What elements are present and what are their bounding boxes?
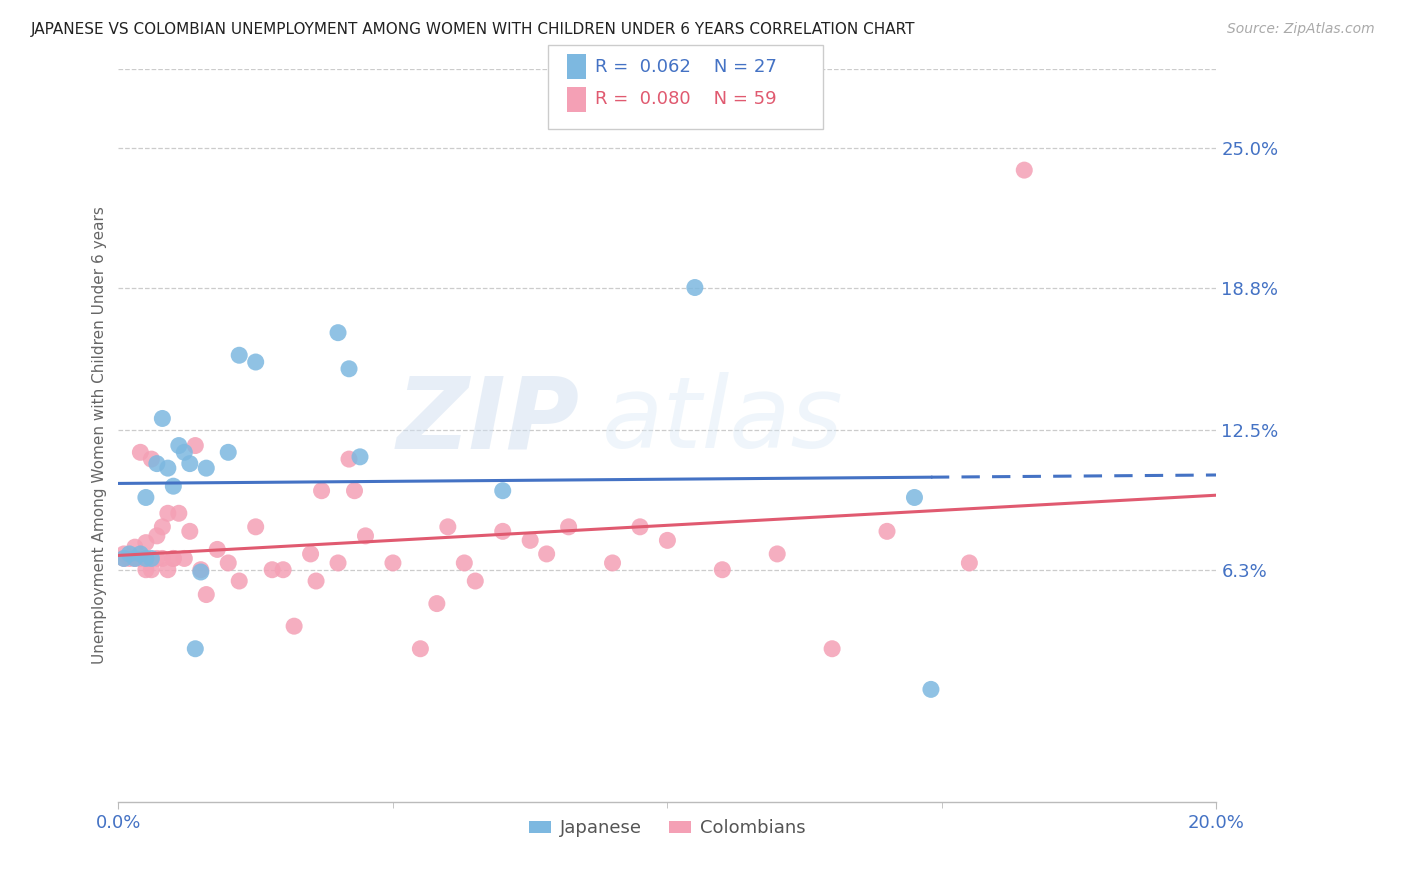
Point [135, 551, 157, 566]
Text: ZIP: ZIP [396, 372, 579, 469]
Point [141, 563, 163, 577]
Text: Source: ZipAtlas.com: Source: ZipAtlas.com [1227, 22, 1375, 37]
Point [162, 551, 184, 566]
Point [141, 452, 163, 467]
Point [337, 452, 360, 467]
Point [821, 641, 844, 656]
Point [156, 461, 179, 475]
Point [245, 355, 267, 369]
Point [326, 326, 349, 340]
Point [271, 563, 294, 577]
Point [245, 520, 267, 534]
Point [519, 533, 541, 548]
Text: JAPANESE VS COLOMBIAN UNEMPLOYMENT AMONG WOMEN WITH CHILDREN UNDER 6 YEARS CORRE: JAPANESE VS COLOMBIAN UNEMPLOYMENT AMONG… [31, 22, 915, 37]
Point [124, 551, 146, 566]
Point [381, 556, 404, 570]
Point [464, 574, 486, 588]
Point [179, 524, 201, 539]
Point [150, 520, 173, 534]
Point [184, 641, 207, 656]
Y-axis label: Unemployment Among Women with Children Under 6 years: Unemployment Among Women with Children U… [93, 206, 107, 665]
Point [262, 563, 284, 577]
Point [337, 361, 360, 376]
Point [146, 457, 169, 471]
Point [146, 551, 169, 566]
Point [195, 588, 218, 602]
Text: R =  0.062    N = 27: R = 0.062 N = 27 [595, 58, 776, 76]
Point [602, 556, 624, 570]
Point [112, 551, 135, 566]
Point [173, 445, 195, 459]
Point [536, 547, 558, 561]
Point [217, 556, 239, 570]
Point [557, 520, 579, 534]
Point [876, 524, 898, 539]
Point [129, 551, 152, 566]
Point [135, 491, 157, 505]
Point [156, 506, 179, 520]
Point [492, 524, 515, 539]
Point [1012, 163, 1035, 178]
Point [426, 597, 449, 611]
Text: R =  0.080    N = 59: R = 0.080 N = 59 [595, 90, 776, 108]
Point [657, 533, 679, 548]
Point [349, 450, 371, 464]
Point [409, 641, 432, 656]
Point [207, 542, 229, 557]
Point [343, 483, 366, 498]
Point [228, 348, 250, 362]
Point [711, 563, 734, 577]
Point [305, 574, 328, 588]
Point [129, 547, 152, 561]
Point [150, 411, 173, 425]
Point [354, 529, 377, 543]
Point [492, 483, 515, 498]
Point [179, 457, 201, 471]
Point [135, 563, 157, 577]
Legend: Japanese, Colombians: Japanese, Colombians [522, 812, 813, 845]
Point [628, 520, 651, 534]
Point [124, 540, 146, 554]
Point [957, 556, 980, 570]
Point [184, 439, 207, 453]
Point [283, 619, 305, 633]
Point [453, 556, 475, 570]
Point [141, 551, 163, 566]
Point [118, 551, 141, 566]
Point [326, 556, 349, 570]
Point [118, 547, 141, 561]
Point [167, 439, 190, 453]
Point [920, 682, 942, 697]
Point [299, 547, 322, 561]
Point [124, 551, 146, 566]
Point [173, 551, 195, 566]
Point [766, 547, 789, 561]
Point [162, 479, 184, 493]
Text: atlas: atlas [602, 372, 844, 469]
Point [195, 461, 218, 475]
Point [135, 551, 157, 566]
Point [903, 491, 925, 505]
Point [112, 547, 135, 561]
Point [112, 551, 135, 566]
Point [311, 483, 333, 498]
Point [150, 551, 173, 566]
Point [135, 535, 157, 549]
Point [190, 563, 212, 577]
Point [129, 445, 152, 459]
Point [167, 506, 190, 520]
Point [162, 551, 184, 566]
Point [146, 529, 169, 543]
Point [228, 574, 250, 588]
Point [437, 520, 460, 534]
Point [156, 563, 179, 577]
Point [190, 565, 212, 579]
Point [217, 445, 239, 459]
Point [683, 280, 706, 294]
